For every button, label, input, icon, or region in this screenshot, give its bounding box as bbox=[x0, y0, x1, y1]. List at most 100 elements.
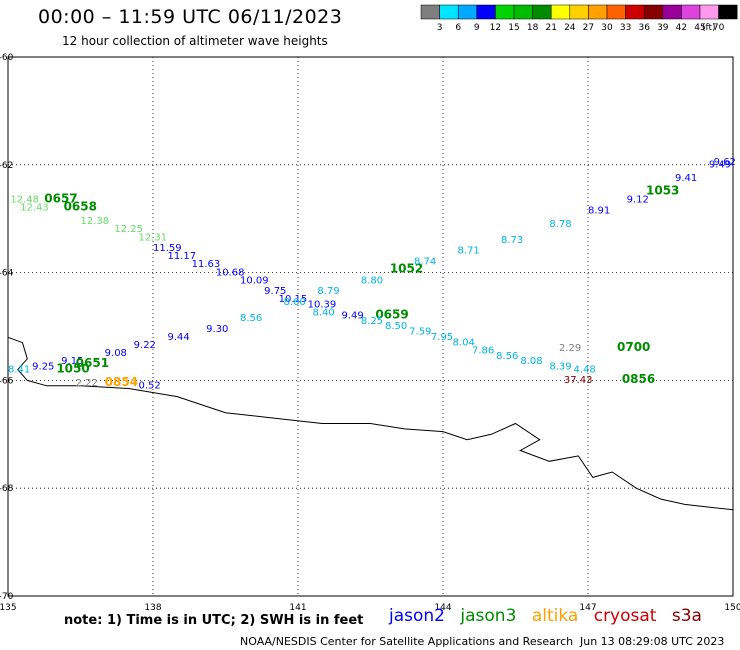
lat-tick-label: -66 bbox=[0, 376, 14, 386]
wave-height-label: 8.39 bbox=[549, 362, 571, 373]
pass-time-label: 0659 bbox=[375, 307, 408, 321]
legend-tick-label: 3 bbox=[437, 23, 443, 33]
wave-height-label: 8.25 bbox=[361, 316, 383, 327]
wave-height-label: 9.62 bbox=[714, 157, 736, 168]
wave-height-label: 9.22 bbox=[134, 340, 156, 351]
wave-height-label: 10.68 bbox=[216, 267, 245, 278]
wave-height-label: 7.59 bbox=[409, 327, 431, 338]
wave-height-label: 12.31 bbox=[139, 232, 168, 243]
legend-tick-label: 18 bbox=[527, 23, 539, 33]
legend-tick-label: 30 bbox=[601, 23, 613, 33]
wave-height-label: 2.22 bbox=[76, 378, 98, 389]
wave-height-label: 10.09 bbox=[240, 275, 269, 286]
pass-time-label: 1053 bbox=[646, 183, 679, 197]
pass-time-label: 0651 bbox=[76, 356, 109, 370]
wave-height-label: 12.38 bbox=[81, 216, 110, 227]
wave-height-label: 12.43 bbox=[20, 203, 49, 214]
map-title: 00:00 – 11:59 UTC 06/11/2023 bbox=[38, 6, 343, 28]
wave-height-label: 0.52 bbox=[139, 380, 161, 391]
legend-unit: (ft) bbox=[702, 23, 716, 33]
wave-height-label: 4.48 bbox=[574, 364, 596, 375]
wave-height-label: 8.79 bbox=[317, 286, 339, 297]
wave-height-label: 8.41 bbox=[8, 364, 30, 375]
satellite-s3a: s3a bbox=[671, 606, 702, 626]
lon-tick-label: 135 bbox=[0, 603, 17, 613]
wave-height-label: 9.75 bbox=[264, 286, 286, 297]
pass-time-label: 1050 bbox=[56, 361, 89, 375]
wave-height-label: 9.08 bbox=[105, 348, 127, 359]
wave-height-label: 12.25 bbox=[114, 224, 143, 235]
lon-tick-label: 138 bbox=[144, 603, 161, 613]
units-note: note: 1) Time is in UTC; 2) SWH is in fe… bbox=[64, 613, 364, 628]
wave-height-label: 8.60 bbox=[284, 297, 306, 308]
satellite-altika: altika bbox=[531, 606, 579, 626]
antarctic-coastline bbox=[7, 336, 734, 511]
legend-tick-label: 24 bbox=[564, 23, 576, 33]
lon-tick-label: 141 bbox=[289, 603, 306, 613]
lon-tick-label: 144 bbox=[434, 603, 451, 613]
wave-height-label: 9.25 bbox=[32, 362, 54, 373]
wave-height-label: 10.39 bbox=[308, 300, 337, 311]
wave-height-label: 9.12 bbox=[627, 195, 649, 206]
legend-tick-label: 70 bbox=[713, 23, 725, 33]
legend-swatch bbox=[718, 4, 738, 20]
wave-height-label: 37.43 bbox=[564, 375, 593, 386]
wave-height-label: 10.15 bbox=[279, 294, 308, 305]
lat-tick-label: -62 bbox=[0, 161, 13, 171]
legend-tick-label: 39 bbox=[657, 23, 669, 33]
pass-time-label: 0700 bbox=[617, 340, 650, 354]
wave-height-label: 9.41 bbox=[675, 173, 697, 184]
wave-height-label: 7.95 bbox=[431, 332, 453, 343]
legend-tick-label: 6 bbox=[455, 23, 461, 33]
pass-time-label: 0657 bbox=[44, 192, 77, 206]
wave-height-label: 9.30 bbox=[206, 324, 228, 335]
legend-tick-label: 9 bbox=[474, 23, 480, 33]
wave-height-label: 11.59 bbox=[153, 243, 182, 254]
generated-timestamp: Jun 13 08:29:08 UTC 2023 bbox=[580, 635, 725, 648]
wave-height-label: 8.56 bbox=[240, 313, 262, 324]
map-frame bbox=[7, 56, 734, 597]
wave-height-label: 8.74 bbox=[414, 257, 436, 268]
pass-time-label: 0854 bbox=[105, 375, 138, 389]
lon-tick-label: 147 bbox=[579, 603, 596, 613]
wave-height-label: 8.78 bbox=[549, 219, 571, 230]
satellite-jason2: jason2 bbox=[389, 606, 445, 626]
pass-time-label: 1052 bbox=[390, 262, 423, 276]
wave-height-label: 8.80 bbox=[361, 275, 383, 286]
wave-height-label: 8.71 bbox=[458, 246, 480, 257]
satellite-cryosat: cryosat bbox=[593, 606, 657, 626]
wave-height-label: 2.29 bbox=[559, 343, 581, 354]
satellite-legend: jason2 jason3 altika cryosat s3a bbox=[389, 606, 712, 626]
wave-height-label: 9.49 bbox=[709, 159, 731, 170]
source-credit: NOAA/NESDIS Center for Satellite Applica… bbox=[240, 635, 574, 648]
wave-height-label: 9.15 bbox=[61, 356, 83, 367]
wave-height-label: 11.63 bbox=[192, 259, 221, 270]
wave-height-label: 8.56 bbox=[496, 351, 518, 362]
legend-tick-label: 15 bbox=[508, 23, 519, 33]
pass-time-label: 0658 bbox=[64, 200, 97, 214]
wave-height-label: 8.04 bbox=[453, 337, 475, 348]
legend-tick-label: 27 bbox=[583, 23, 594, 33]
wave-height-label: 8.91 bbox=[588, 205, 610, 216]
lon-tick-label: 150 bbox=[724, 603, 740, 613]
legend-tick-label: 12 bbox=[490, 23, 501, 33]
wave-height-label: 8.73 bbox=[501, 235, 523, 246]
wave-height-label: 7.86 bbox=[472, 345, 494, 356]
wave-height-label: 8.08 bbox=[520, 356, 542, 367]
legend-tick-label: 36 bbox=[638, 23, 650, 33]
lat-tick-label: -64 bbox=[0, 269, 14, 279]
lat-tick-label: -70 bbox=[0, 592, 14, 602]
legend-tick-label: 21 bbox=[545, 23, 556, 33]
lat-tick-label: -68 bbox=[0, 484, 14, 494]
wave-height-label: 8.40 bbox=[313, 308, 335, 319]
wave-height-label: 12.48 bbox=[10, 195, 39, 206]
color-legend: 3 6 9 12 15 18 21 24 27 30 33 36 39 42 45 70(ft) bbox=[420, 4, 738, 33]
pass-time-label: 0856 bbox=[622, 372, 655, 386]
wave-height-label: 9.44 bbox=[168, 332, 190, 343]
map-subtitle: 12 hour collection of altimeter wave hei… bbox=[62, 34, 328, 48]
legend-tick-label: 33 bbox=[620, 23, 631, 33]
wave-height-label: 11.17 bbox=[168, 251, 197, 262]
satellite-jason3: jason3 bbox=[460, 606, 517, 626]
lat-tick-label: -60 bbox=[0, 53, 14, 63]
